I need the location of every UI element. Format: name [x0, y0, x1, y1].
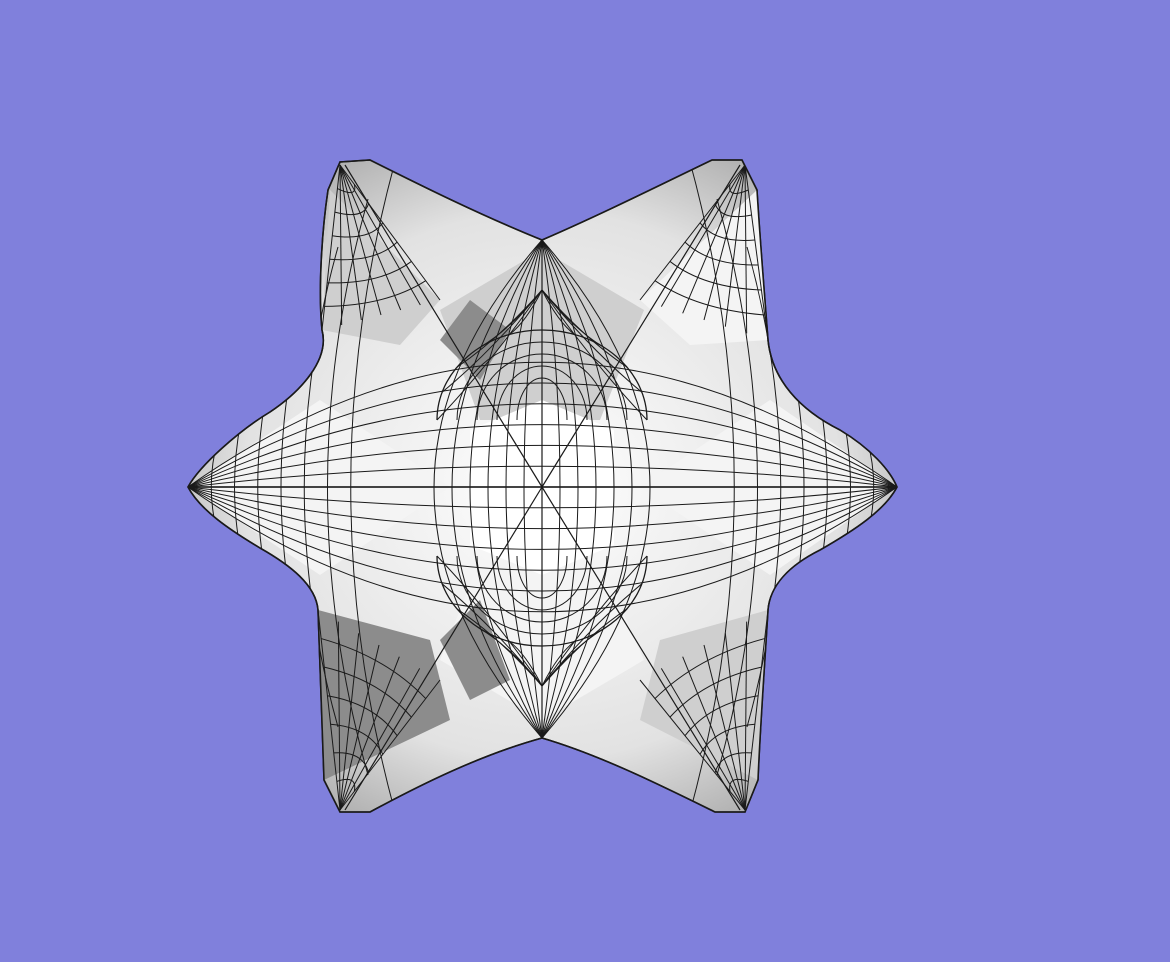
- edge-dome-ring: [516, 377, 568, 421]
- edge-dome-ring: [476, 353, 608, 421]
- edge-diagonal-arm-spoke-2: [339, 679, 441, 811]
- edge-dome-meridian: [541, 583, 643, 687]
- edge-radial-2: [344, 164, 543, 488]
- edge-dome-meridian: [541, 555, 648, 687]
- edge-dome-meridian: [436, 555, 543, 687]
- edge-dome-ring: [516, 555, 568, 599]
- facet-upper-left-arm: [322, 190, 440, 345]
- edge-vertical-arc: [433, 239, 543, 739]
- edge-dome-meridian: [541, 289, 643, 393]
- edge-diagonal-arm-spoke-2: [339, 656, 400, 811]
- edge-vertical-arc: [541, 239, 633, 739]
- edge-diagonal-arm-ring-2: [327, 695, 398, 737]
- edge-vertical-arc: [541, 239, 597, 739]
- edge-diagonal-arm-ring-0: [334, 203, 370, 216]
- edge-vertical-arc: [541, 239, 615, 739]
- edge-dome-meridian: [436, 289, 543, 421]
- edge-diagonal-arm-spoke-3: [660, 668, 746, 811]
- edge-diagonal-arm-spoke-1: [744, 164, 769, 341]
- edge-dome-meridian: [541, 289, 628, 368]
- edge-diagonal-arm-spoke-3: [744, 621, 748, 811]
- edge-diagonal-arm-spoke-0: [339, 164, 402, 311]
- edge-diagonal-arm-ring-3: [714, 752, 752, 773]
- edge-dome-ring: [496, 365, 588, 421]
- edge-diagonal-arm-spoke-0: [339, 164, 362, 321]
- edge-radial-4: [344, 486, 543, 811]
- edge-vertical-arc: [541, 239, 561, 739]
- edge-vertical-arc: [541, 239, 651, 739]
- edge-diagonal-arm-spoke-1: [639, 164, 746, 301]
- edge-diagonal-arm-ring-1: [699, 222, 755, 241]
- edge-diagonal-arm-spoke-0: [339, 164, 441, 301]
- edge-dome-rim: [436, 329, 648, 421]
- edge-dome-meridian: [541, 289, 575, 335]
- edge-diagonal-arm-ring-3: [684, 695, 759, 737]
- edge-dome-ring: [456, 341, 628, 421]
- edge-diagonal-arm-ring-0: [329, 241, 398, 261]
- edge-diagonal-arm-ring-2: [333, 752, 370, 773]
- facet-lower-right-arm: [640, 610, 768, 780]
- edge-dome-meridian: [541, 289, 648, 421]
- mesh-outline: [187, 159, 898, 813]
- mesh-wireframe: [188, 160, 897, 812]
- edge-diagonal-arm-spoke-1: [682, 164, 746, 314]
- edge-vertical-arc: [469, 239, 543, 739]
- edge-diagonal-arm-ring-0: [324, 280, 426, 307]
- edge-diagonal-arm-spoke-3: [703, 644, 746, 811]
- edge-diagonal-arm-spoke-2: [317, 609, 341, 811]
- edge-diagonal-arm-spoke-2: [337, 621, 341, 811]
- edge-diagonal-arm-spoke-3: [639, 679, 746, 811]
- edge-diagonal-arm-ring-1: [669, 261, 762, 291]
- edge-diagonal-arm-spoke-0: [339, 164, 343, 326]
- edge-diagonal-arm-ring-1: [714, 203, 752, 218]
- edge-diagonal-arm-spoke-2: [339, 668, 421, 811]
- edge-diagonal-arm-spoke-1: [660, 164, 746, 307]
- edge-dome-meridian: [509, 641, 543, 687]
- edge-diagonal-arm-spoke-1: [744, 164, 748, 334]
- edge-dome-meridian: [480, 289, 543, 348]
- edge-dome-meridian: [541, 641, 575, 687]
- edge-diagonal-arm-ring-2: [321, 638, 427, 699]
- edge-diagonal-arm-ring-1: [684, 241, 759, 266]
- edge-diagonal-arm-ring-3: [654, 638, 765, 699]
- edge-diagonal-arm-ring-2: [330, 723, 384, 755]
- edge-dome-meridian: [509, 289, 543, 335]
- edge-diagonal-arm-ring-0: [332, 222, 384, 238]
- edge-diagonal-arm-ring-2: [324, 666, 412, 718]
- edge-dome-ring: [496, 555, 588, 611]
- edge-vertical-arc: [523, 239, 543, 739]
- facet-top-dome-shadow: [440, 300, 510, 380]
- edge-vertical-arc: [451, 239, 543, 739]
- facet-upper-right-arm: [640, 190, 768, 345]
- edge-radial-5: [541, 486, 741, 811]
- edge-diagonal-arm-ring-1: [654, 280, 765, 316]
- edge-diagonal-arm-ring-0: [327, 261, 412, 284]
- edge-diagonal-arm-spoke-3: [744, 609, 769, 811]
- edge-dome-ring: [456, 555, 628, 635]
- edge-radial-3: [541, 164, 741, 488]
- edge-diagonal-arm-spoke-3: [682, 656, 746, 811]
- edge-diagonal-arm-spoke-3: [724, 633, 746, 811]
- edge-diagonal-arm-spoke-1: [703, 164, 746, 321]
- edge-dome-meridian: [480, 628, 543, 687]
- edge-diagonal-arm-ring-3: [669, 666, 762, 718]
- edge-diagonal-arm-ring-3: [699, 723, 755, 755]
- edge-diagonal-arm-spoke-2: [339, 633, 360, 811]
- edge-vertical-arc: [487, 239, 543, 739]
- edge-diagonal-arm-spoke-1: [724, 164, 746, 327]
- edge-diagonal-arm-spoke-0: [339, 164, 421, 306]
- edge-diagonal-arm-spoke-2: [339, 644, 380, 811]
- edge-diagonal-arm-spoke-0: [321, 164, 341, 331]
- edge-diagonal-arm-spoke-0: [339, 164, 382, 316]
- edge-dome-ring: [476, 555, 608, 623]
- edge-dome-rim: [436, 555, 648, 647]
- edge-dome-meridian: [541, 608, 628, 687]
